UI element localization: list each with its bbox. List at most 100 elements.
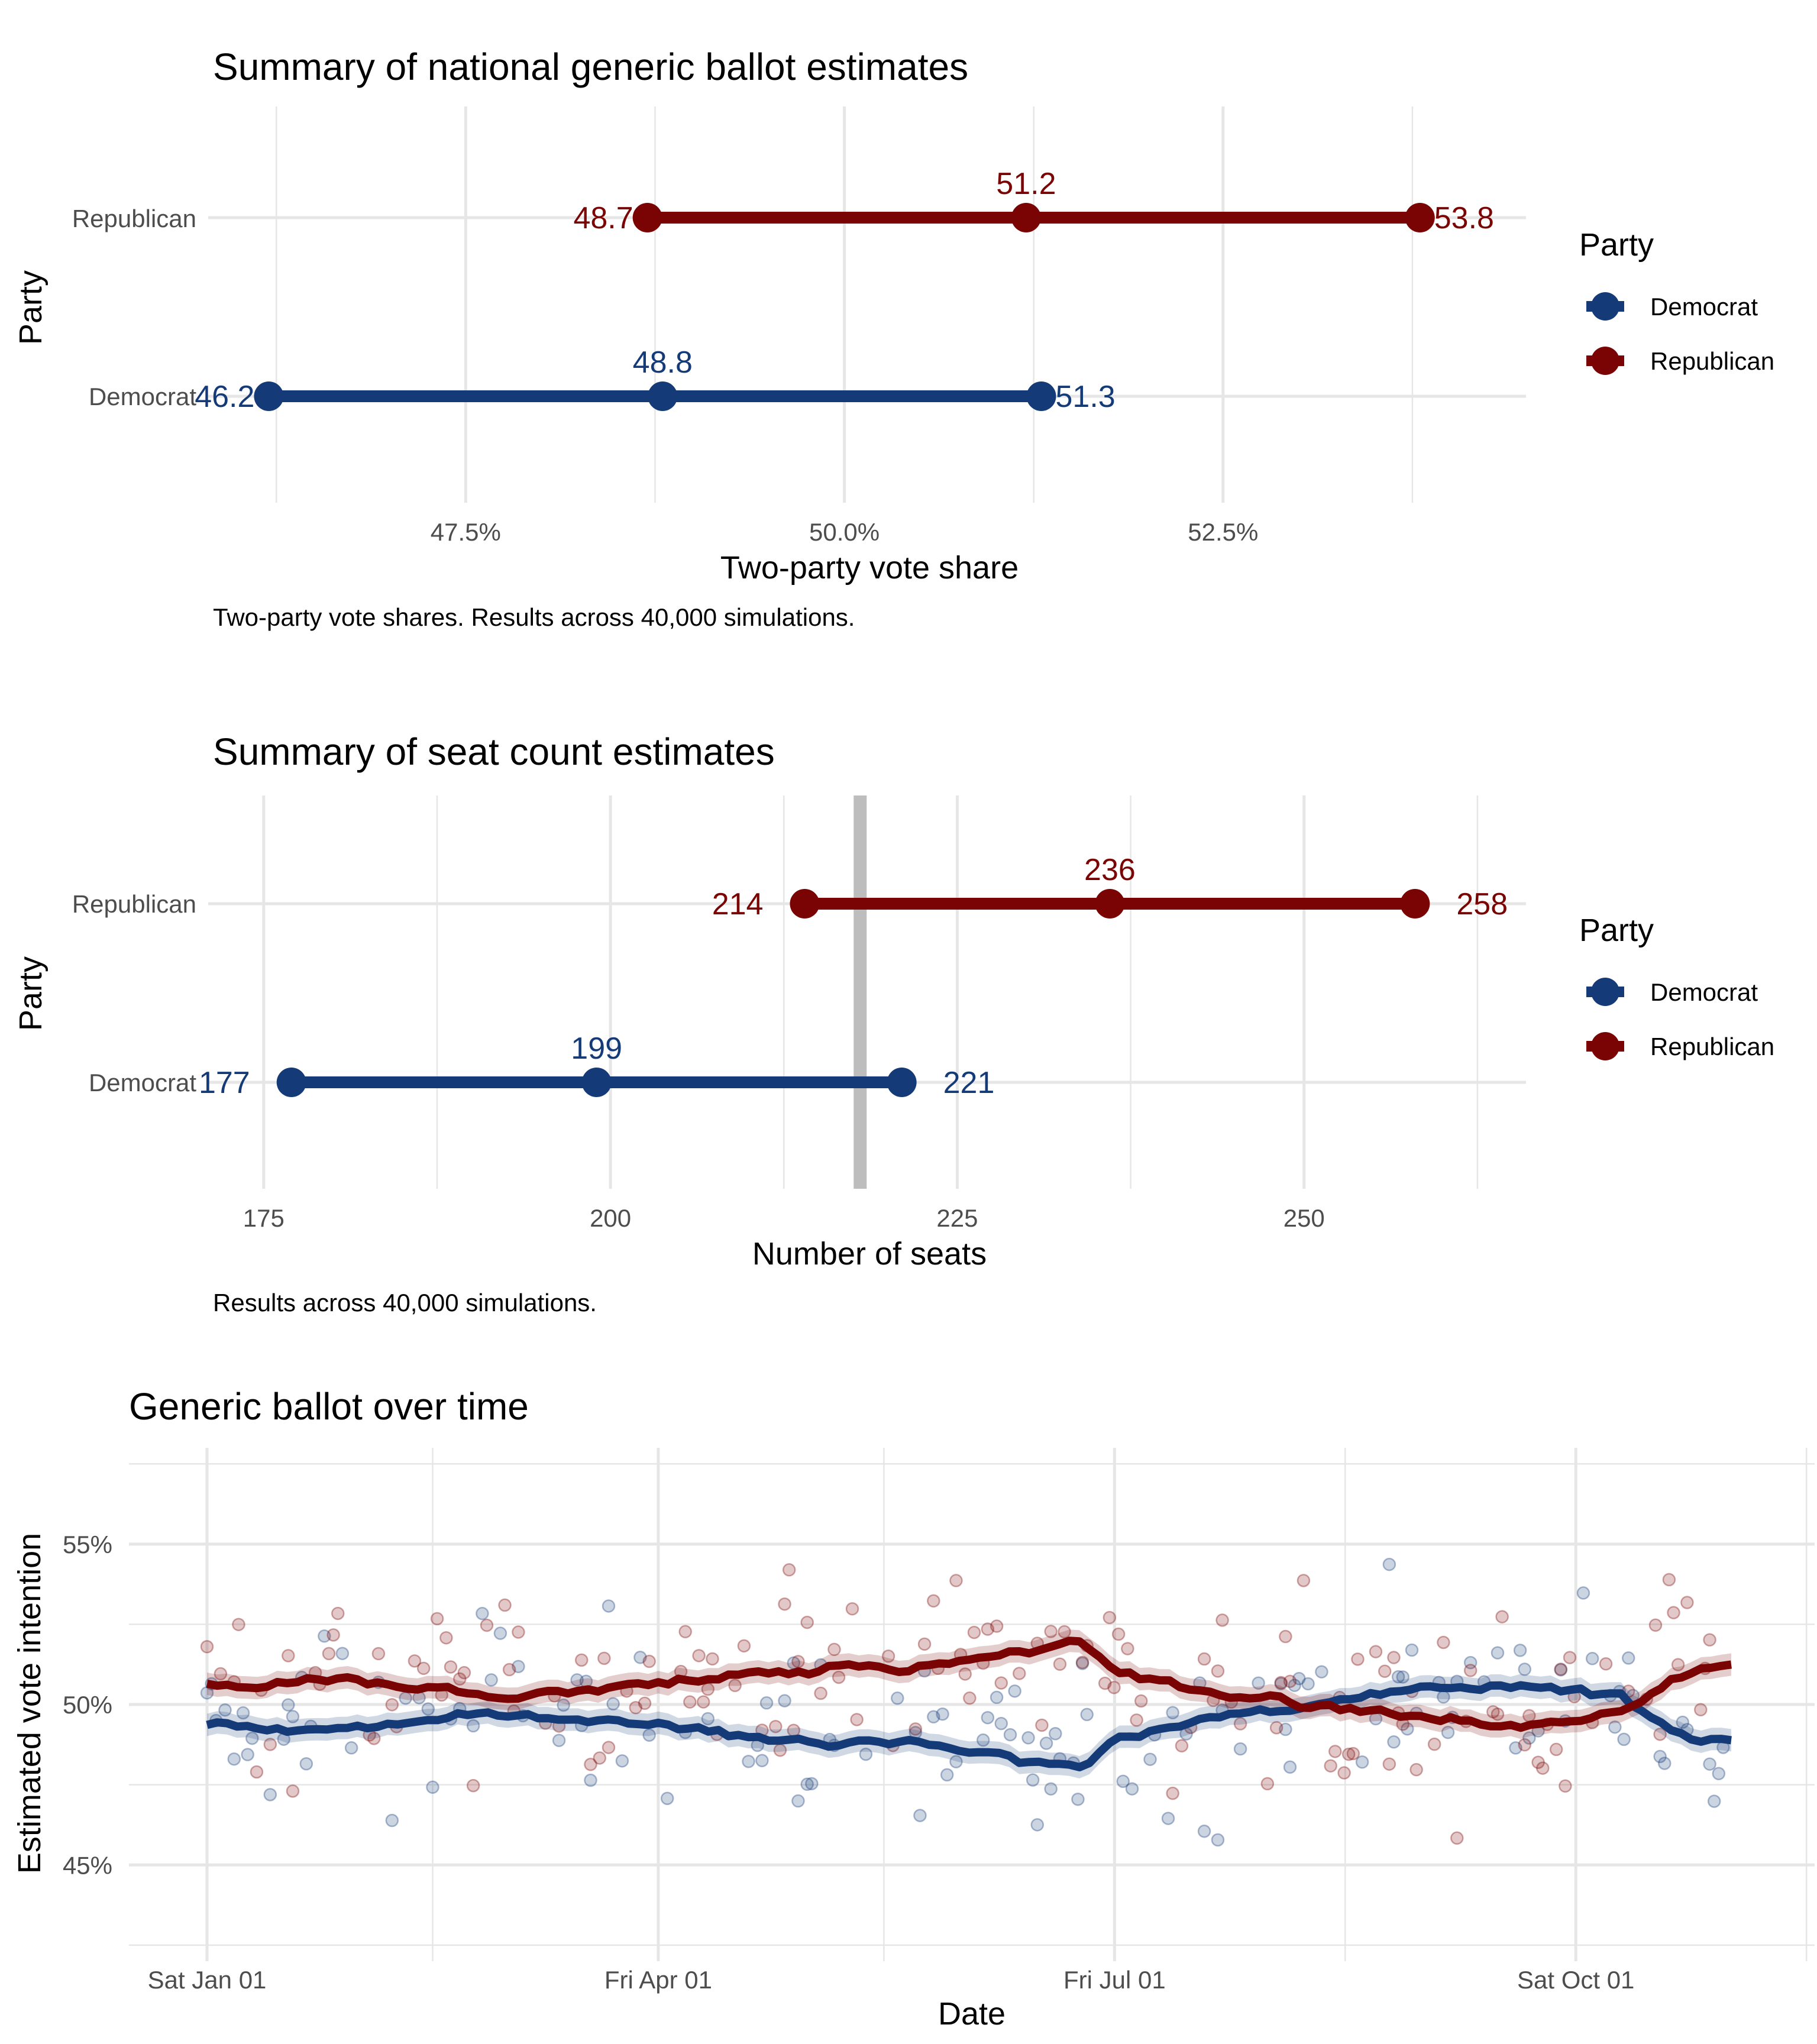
panel3-x-ticks: Sat Jan 01 Fri Apr 01 Fri Jul 01 Sat Oct 01	[148, 1966, 1635, 1994]
panel1-legend: Party Democrat Republican	[1579, 227, 1774, 375]
p2-xtick-label: 250	[1283, 1204, 1325, 1232]
panel1-legend-key-democrat	[1586, 292, 1624, 321]
p2-label-republican-high: 258	[1456, 887, 1508, 921]
panel2-x-ticks: 175 200 225 250	[243, 1204, 1325, 1232]
p3-poll-point-democrat	[936, 1707, 949, 1721]
p3-poll-point-republican	[1260, 1777, 1275, 1791]
p3-poll-point-republican	[778, 1597, 791, 1611]
p3-poll-point-democrat	[791, 1794, 805, 1808]
p3-poll-point-democrat	[994, 1716, 1008, 1731]
panel-vote-share: Summary of national generic ballot estim…	[13, 46, 1774, 631]
p3-poll-point-republican	[1274, 1676, 1288, 1690]
p3-poll-point-democrat	[1355, 1755, 1369, 1769]
p2-point-republican-low	[790, 889, 820, 918]
p1-label-republican-low: 48.7	[573, 201, 633, 235]
p2-point-democrat-mid	[581, 1068, 612, 1097]
p3-poll-point-democrat	[800, 1777, 814, 1791]
p3-poll-point-republican	[678, 1625, 692, 1639]
p3-poll-point-republican	[597, 1651, 611, 1665]
p3-poll-point-democrat	[606, 1697, 620, 1711]
p3-poll-point-democrat	[1401, 1722, 1414, 1736]
p3-poll-point-democrat	[1279, 1722, 1292, 1736]
p3-poll-point-republican	[1378, 1664, 1392, 1678]
p3-poll-point-republican	[584, 1758, 597, 1771]
p3-poll-point-democrat	[1166, 1706, 1179, 1720]
p3-poll-point-republican	[1197, 1652, 1211, 1666]
panel1-legend-label-republican: Republican	[1650, 347, 1774, 375]
panel1-ytick-democrat: Democrat	[89, 383, 196, 410]
p3-poll-point-democrat	[990, 1690, 1004, 1705]
p3-poll-point-republican	[917, 1637, 932, 1651]
panel1-ranges: 46.2 48.8 51.3 48.7 51.2 53.8	[195, 167, 1494, 414]
p3-poll-point-republican	[1387, 1651, 1401, 1664]
p3-poll-point-republican	[967, 1625, 981, 1639]
p3-poll-point-democrat	[1513, 1644, 1527, 1657]
p3-xtick-label: Fri Apr 01	[604, 1966, 712, 1994]
p3-poll-point-democrat	[1621, 1651, 1635, 1665]
p3-poll-point-democrat	[1283, 1760, 1297, 1774]
p1-xtick-label: 50.0%	[809, 518, 880, 546]
p3-xtick-label: Fri Jul 01	[1063, 1966, 1166, 1994]
p3-poll-point-democrat	[949, 1755, 963, 1768]
p3-poll-point-republican	[1215, 1613, 1229, 1627]
p2-point-democrat-low	[276, 1068, 306, 1097]
p3-poll-point-republican	[1486, 1705, 1500, 1719]
panel2-grid	[208, 795, 1526, 1189]
panel1-legend-title: Party	[1579, 227, 1654, 263]
p3-poll-point-republican	[881, 1650, 895, 1663]
p3-poll-point-republican	[1233, 1717, 1247, 1731]
p3-ytick-label: 55%	[63, 1531, 112, 1558]
panel1-legend-key-republican	[1586, 347, 1624, 375]
p3-poll-point-democrat	[476, 1606, 489, 1621]
p3-poll-point-republican	[416, 1661, 431, 1676]
p3-poll-point-republican	[1166, 1786, 1179, 1800]
p3-poll-point-republican	[408, 1654, 422, 1668]
p3-poll-point-republican	[1382, 1757, 1396, 1771]
p3-poll-point-republican	[512, 1625, 525, 1639]
p3-poll-point-republican	[958, 1667, 972, 1681]
p3-poll-point-republican	[1653, 1728, 1667, 1741]
p3-poll-point-republican	[769, 1719, 783, 1733]
panel3-title: Generic ballot over time	[129, 1385, 529, 1428]
p3-poll-point-democrat	[1441, 1725, 1455, 1739]
p3-poll-point-republican	[1671, 1658, 1685, 1671]
panel2-legend-key-democrat	[1586, 978, 1624, 1006]
panel3-y-axis-title: Estimated vote intention	[12, 1533, 47, 1874]
p3-poll-point-republican	[1599, 1657, 1613, 1671]
p3-poll-point-democrat	[286, 1710, 300, 1723]
p3-poll-point-republican	[1409, 1762, 1423, 1777]
p3-poll-point-democrat	[335, 1647, 350, 1660]
p3-poll-point-republican	[466, 1778, 480, 1793]
p3-poll-point-republican	[1450, 1831, 1464, 1845]
p1-label-democrat-high: 51.3	[1056, 380, 1116, 414]
p2-xtick-label: 225	[936, 1204, 978, 1232]
p3-poll-point-republican	[1269, 1720, 1283, 1735]
p3-poll-point-democrat	[1522, 1731, 1536, 1745]
p3-poll-point-democrat	[778, 1694, 791, 1707]
p3-poll-point-republican	[385, 1698, 399, 1712]
p3-poll-point-republican	[1437, 1635, 1450, 1650]
p3-ytick-label: 45%	[63, 1851, 112, 1879]
panel1-caption: Two-party vote shares. Results across 40…	[213, 603, 855, 631]
p3-ytick-label: 50%	[63, 1691, 112, 1719]
p3-poll-point-republican	[282, 1649, 295, 1663]
p3-poll-point-republican	[1175, 1739, 1189, 1753]
p3-poll-point-democrat	[236, 1706, 250, 1720]
p3-poll-point-democrat	[1071, 1792, 1085, 1806]
p3-poll-point-republican	[457, 1665, 471, 1680]
p3-poll-point-republican	[593, 1751, 606, 1765]
p3-poll-point-democrat	[940, 1768, 954, 1782]
p3-poll-point-republican	[1211, 1664, 1225, 1678]
p3-poll-point-republican	[1518, 1738, 1531, 1752]
panel2-caption: Results across 40,000 simulations.	[213, 1289, 597, 1317]
p3-poll-point-democrat	[466, 1719, 480, 1733]
p3-poll-point-republican	[927, 1594, 940, 1608]
p3-poll-point-democrat	[642, 1728, 656, 1742]
p3-poll-point-democrat	[1554, 1663, 1568, 1677]
p3-poll-point-democrat	[1288, 1678, 1301, 1692]
p3-poll-point-democrat	[891, 1692, 904, 1705]
panel1-x-axis-title: Two-party vote share	[720, 550, 1019, 586]
p1-label-democrat-mid: 48.8	[633, 345, 693, 380]
p3-poll-point-republican	[1111, 1627, 1126, 1641]
p3-poll-point-democrat	[1608, 1720, 1622, 1734]
